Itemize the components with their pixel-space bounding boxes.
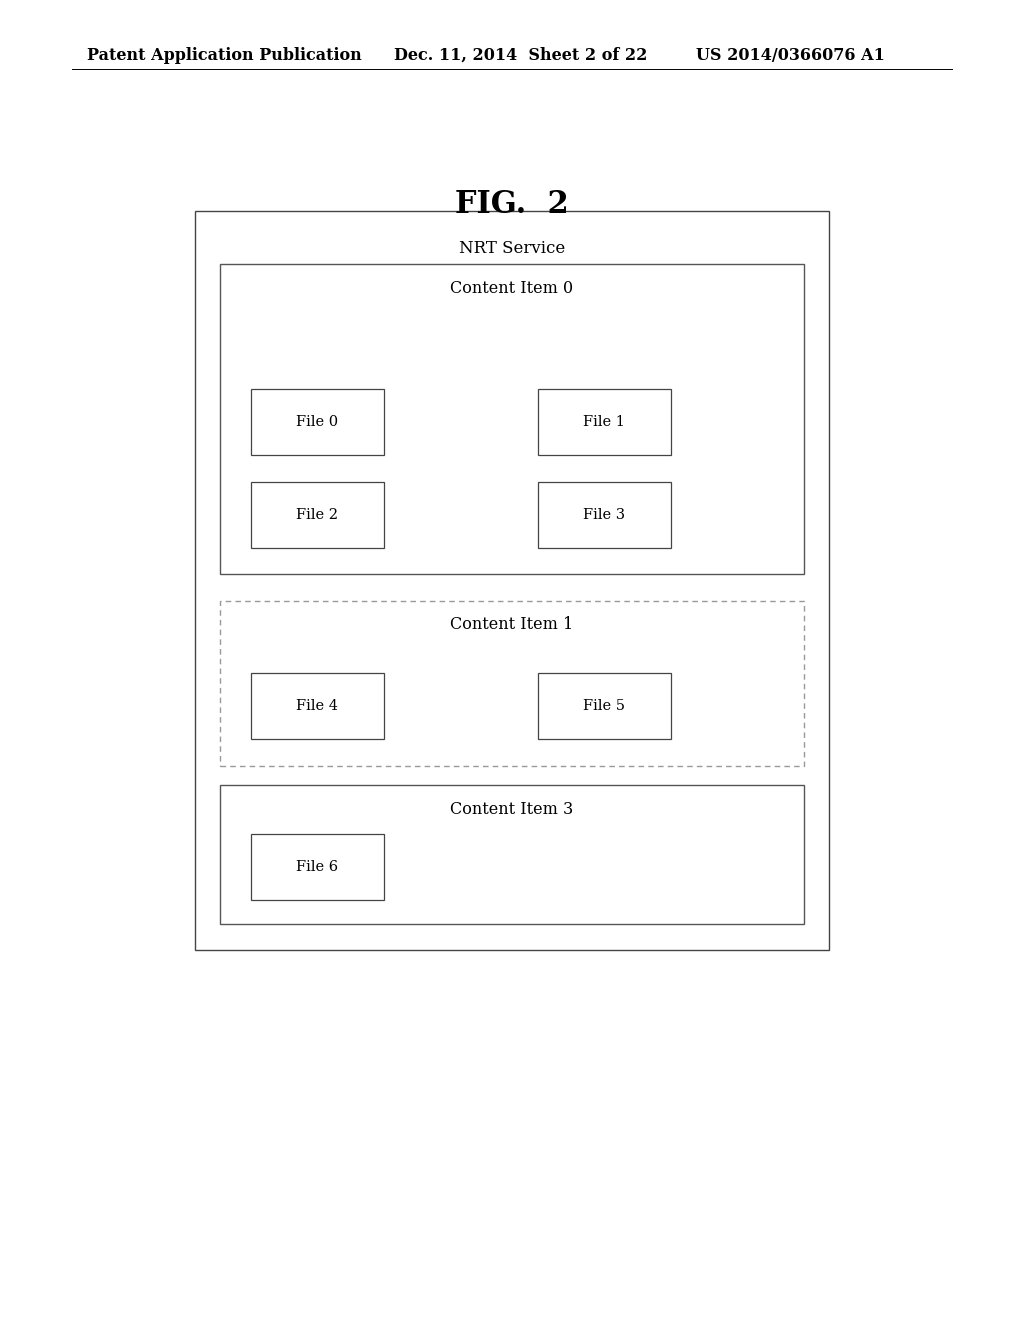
Bar: [251, 834, 384, 900]
Text: File 6: File 6: [296, 861, 339, 874]
Bar: [220, 601, 804, 766]
Bar: [538, 389, 671, 455]
Text: File 0: File 0: [296, 416, 339, 429]
Text: Content Item 3: Content Item 3: [451, 801, 573, 818]
Text: Patent Application Publication: Patent Application Publication: [87, 48, 361, 63]
Bar: [220, 264, 804, 574]
Bar: [251, 389, 384, 455]
Text: File 1: File 1: [584, 416, 625, 429]
Text: FIG.  2: FIG. 2: [455, 189, 569, 220]
Bar: [195, 211, 829, 950]
Text: File 3: File 3: [583, 508, 626, 521]
Text: File 5: File 5: [583, 700, 626, 713]
Text: NRT Service: NRT Service: [459, 240, 565, 257]
Text: US 2014/0366076 A1: US 2014/0366076 A1: [696, 48, 885, 63]
Text: Dec. 11, 2014  Sheet 2 of 22: Dec. 11, 2014 Sheet 2 of 22: [394, 48, 647, 63]
Bar: [220, 785, 804, 924]
Text: Content Item 0: Content Item 0: [451, 280, 573, 297]
Text: File 4: File 4: [296, 700, 339, 713]
Bar: [251, 673, 384, 739]
Text: Content Item 1: Content Item 1: [451, 616, 573, 634]
Bar: [251, 482, 384, 548]
Bar: [538, 482, 671, 548]
Text: File 2: File 2: [296, 508, 339, 521]
Bar: [538, 673, 671, 739]
